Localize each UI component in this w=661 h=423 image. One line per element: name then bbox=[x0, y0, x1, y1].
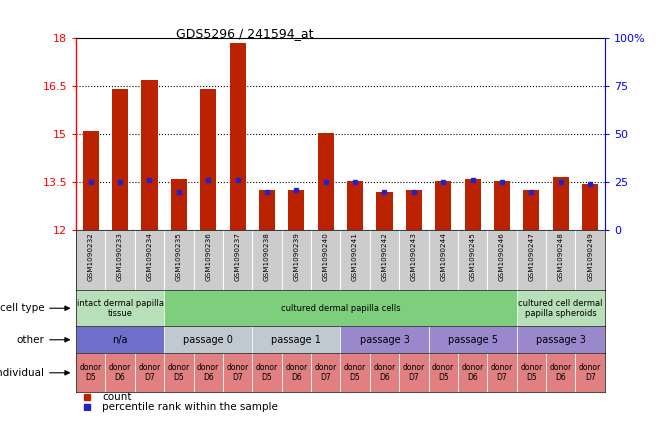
Text: GSM1090248: GSM1090248 bbox=[558, 232, 564, 281]
Text: GSM1090245: GSM1090245 bbox=[469, 232, 476, 281]
Text: donor
D5: donor D5 bbox=[168, 363, 190, 382]
Bar bbox=[553, 177, 569, 230]
Text: donor
D5: donor D5 bbox=[520, 363, 543, 382]
Bar bbox=[517, 326, 605, 353]
Bar bbox=[546, 353, 576, 392]
Bar bbox=[253, 326, 340, 353]
Text: donor
D6: donor D6 bbox=[550, 363, 572, 382]
Bar bbox=[288, 190, 305, 230]
Bar bbox=[494, 181, 510, 230]
Text: GSM1090240: GSM1090240 bbox=[323, 232, 329, 281]
Bar bbox=[141, 80, 157, 230]
Bar bbox=[83, 131, 98, 230]
Text: donor
D7: donor D7 bbox=[491, 363, 513, 382]
Text: donor
D6: donor D6 bbox=[197, 363, 219, 382]
Text: donor
D6: donor D6 bbox=[373, 363, 395, 382]
Text: count: count bbox=[102, 392, 132, 402]
Bar bbox=[435, 181, 451, 230]
Bar bbox=[428, 353, 458, 392]
Text: GSM1090241: GSM1090241 bbox=[352, 232, 358, 281]
Text: GSM1090235: GSM1090235 bbox=[176, 232, 182, 281]
Bar bbox=[318, 132, 334, 230]
Text: GSM1090239: GSM1090239 bbox=[293, 232, 299, 281]
Text: donor
D7: donor D7 bbox=[227, 363, 249, 382]
Text: donor
D7: donor D7 bbox=[138, 363, 161, 382]
Text: donor
D6: donor D6 bbox=[461, 363, 484, 382]
Bar bbox=[259, 190, 275, 230]
Text: donor
D7: donor D7 bbox=[403, 363, 425, 382]
Bar bbox=[223, 353, 253, 392]
Text: donor
D6: donor D6 bbox=[286, 363, 307, 382]
Bar bbox=[200, 89, 216, 230]
Bar bbox=[517, 290, 605, 326]
Text: donor
D5: donor D5 bbox=[432, 363, 454, 382]
Text: GSM1090246: GSM1090246 bbox=[499, 232, 505, 281]
Bar bbox=[311, 353, 340, 392]
Bar bbox=[428, 326, 517, 353]
Text: GSM1090238: GSM1090238 bbox=[264, 232, 270, 281]
Text: GSM1090249: GSM1090249 bbox=[587, 232, 593, 281]
Text: donor
D7: donor D7 bbox=[579, 363, 602, 382]
Text: GSM1090242: GSM1090242 bbox=[381, 232, 387, 281]
Text: n/a: n/a bbox=[112, 335, 128, 345]
Bar bbox=[76, 326, 164, 353]
Text: intact dermal papilla
tissue: intact dermal papilla tissue bbox=[77, 299, 163, 318]
Text: GSM1090237: GSM1090237 bbox=[235, 232, 241, 281]
Bar bbox=[105, 353, 135, 392]
Text: donor
D5: donor D5 bbox=[256, 363, 278, 382]
Text: cell type: cell type bbox=[0, 303, 44, 313]
Bar bbox=[576, 353, 605, 392]
Bar bbox=[164, 326, 253, 353]
Bar bbox=[406, 190, 422, 230]
Text: cultured dermal papilla cells: cultured dermal papilla cells bbox=[281, 304, 400, 313]
Text: individual: individual bbox=[0, 368, 44, 378]
Text: GSM1090232: GSM1090232 bbox=[88, 232, 94, 281]
Bar bbox=[164, 353, 194, 392]
Bar bbox=[340, 353, 369, 392]
Bar bbox=[282, 353, 311, 392]
Text: other: other bbox=[17, 335, 44, 345]
Bar bbox=[487, 353, 517, 392]
Bar bbox=[340, 326, 428, 353]
Text: passage 1: passage 1 bbox=[272, 335, 321, 345]
Text: passage 5: passage 5 bbox=[447, 335, 498, 345]
Bar bbox=[399, 353, 428, 392]
Bar bbox=[194, 353, 223, 392]
Bar bbox=[369, 353, 399, 392]
Bar bbox=[171, 179, 187, 230]
Text: GSM1090247: GSM1090247 bbox=[528, 232, 534, 281]
Text: percentile rank within the sample: percentile rank within the sample bbox=[102, 402, 278, 412]
Text: passage 0: passage 0 bbox=[183, 335, 233, 345]
Text: passage 3: passage 3 bbox=[536, 335, 586, 345]
Bar bbox=[347, 181, 363, 230]
Bar bbox=[524, 190, 539, 230]
Bar bbox=[76, 290, 164, 326]
Text: GSM1090244: GSM1090244 bbox=[440, 232, 446, 281]
Text: GSM1090236: GSM1090236 bbox=[205, 232, 212, 281]
Bar bbox=[112, 89, 128, 230]
Text: donor
D5: donor D5 bbox=[344, 363, 366, 382]
Text: GDS5296 / 241594_at: GDS5296 / 241594_at bbox=[176, 27, 313, 41]
Text: donor
D5: donor D5 bbox=[79, 363, 102, 382]
Text: GSM1090243: GSM1090243 bbox=[411, 232, 417, 281]
Bar bbox=[517, 353, 546, 392]
Bar bbox=[582, 184, 598, 230]
Bar bbox=[465, 179, 481, 230]
Bar bbox=[376, 192, 393, 230]
Text: cultured cell dermal
papilla spheroids: cultured cell dermal papilla spheroids bbox=[518, 299, 603, 318]
Bar bbox=[135, 353, 164, 392]
Bar bbox=[164, 290, 517, 326]
Text: passage 3: passage 3 bbox=[360, 335, 409, 345]
Bar bbox=[229, 43, 246, 230]
Bar bbox=[458, 353, 487, 392]
Bar bbox=[76, 353, 105, 392]
Text: GSM1090234: GSM1090234 bbox=[147, 232, 153, 281]
Bar bbox=[253, 353, 282, 392]
Text: GSM1090233: GSM1090233 bbox=[117, 232, 123, 281]
Text: donor
D6: donor D6 bbox=[109, 363, 131, 382]
Text: donor
D7: donor D7 bbox=[315, 363, 337, 382]
